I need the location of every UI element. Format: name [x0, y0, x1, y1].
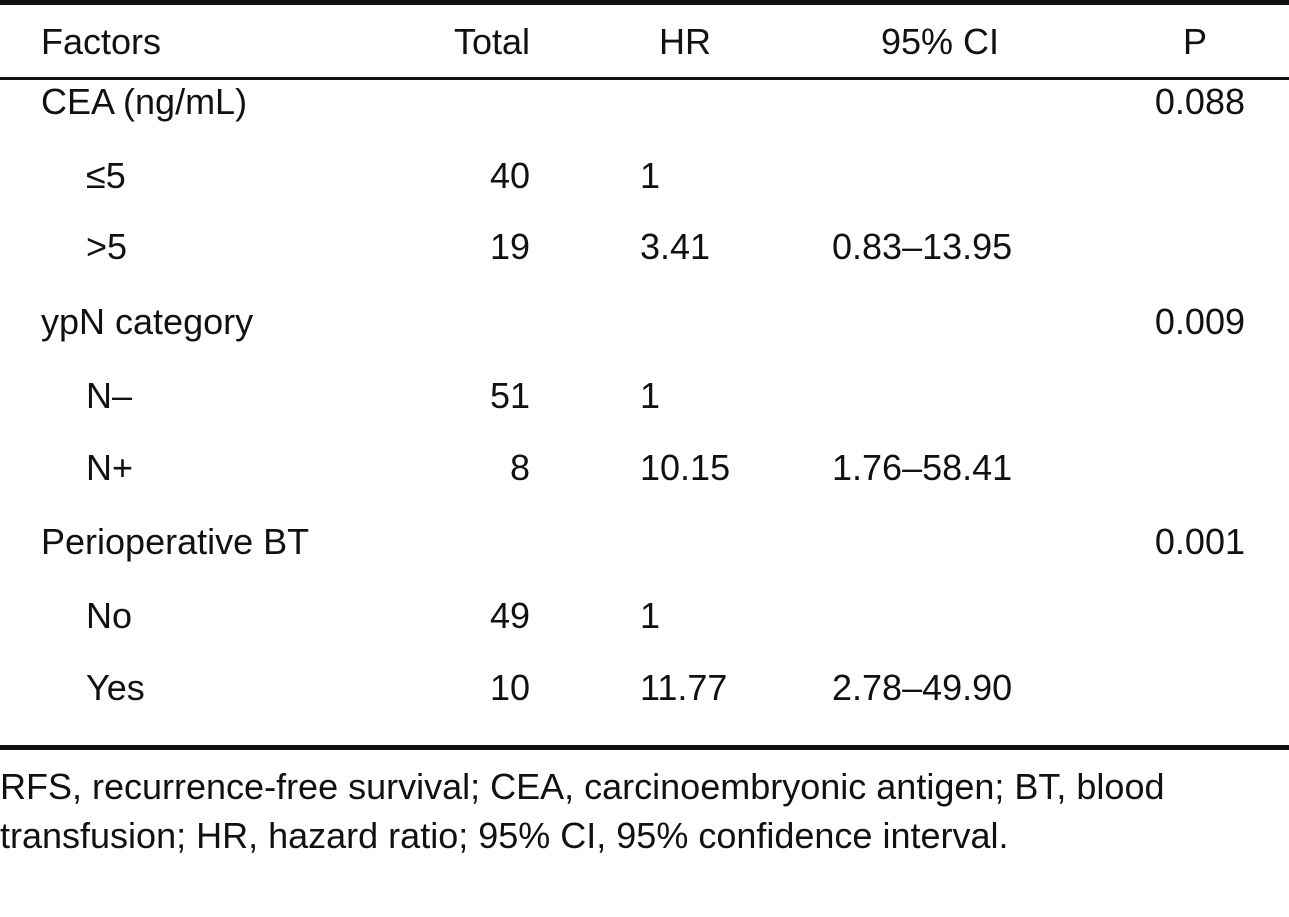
row-ci: 0.83–13.95: [832, 226, 1013, 267]
row-total: 10: [489, 667, 530, 708]
header-ci: 95% CI: [880, 21, 1000, 62]
row-factor: N–: [86, 375, 133, 416]
table-bottom-rule: [0, 745, 1289, 750]
table-row: No 49 1: [0, 579, 1289, 653]
row-hr: 1: [640, 155, 661, 196]
header-factors: Factors: [41, 21, 162, 62]
row-hr: 1: [640, 595, 661, 636]
table-row: >5 19 3.41 0.83–13.95: [0, 210, 1289, 284]
table-top-rule: [0, 0, 1289, 5]
row-total: 51: [489, 375, 530, 416]
row-total: 49: [489, 595, 530, 636]
row-factor: Yes: [86, 667, 145, 708]
table-header-row: Factors Total HR 95% CI P: [0, 5, 1289, 79]
row-factor: ≤5: [86, 155, 126, 196]
row-factor: Perioperative BT: [41, 521, 310, 562]
table-row: Yes 10 11.77 2.78–49.90: [0, 651, 1289, 725]
row-factor: ypN category: [41, 301, 254, 342]
row-hr: 1: [640, 375, 661, 416]
row-factor: No: [86, 595, 133, 636]
row-p: 0.001: [1154, 521, 1245, 562]
row-p: 0.009: [1154, 301, 1245, 342]
table-header-rule: [0, 77, 1289, 80]
table-footnote: RFS, recurrence-free survival; CEA, carc…: [0, 766, 1165, 856]
row-factor: CEA (ng/mL): [41, 81, 248, 122]
table-row-group-cea: CEA (ng/mL) 0.088: [0, 65, 1289, 139]
header-p: P: [1182, 21, 1207, 62]
row-ci: 1.76–58.41: [832, 447, 1013, 488]
row-factor: >5: [86, 226, 128, 267]
header-hr: HR: [659, 21, 711, 62]
row-ci: 2.78–49.90: [832, 667, 1013, 708]
table-row: N+ 8 10.15 1.76–58.41: [0, 431, 1289, 505]
table-row-group-bt: Perioperative BT 0.001: [0, 505, 1289, 579]
table-row: N– 51 1: [0, 359, 1289, 433]
row-hr: 11.77: [640, 667, 728, 708]
header-total: Total: [453, 21, 530, 62]
row-factor: N+: [86, 447, 134, 488]
row-total: 19: [489, 226, 530, 267]
row-total: 40: [489, 155, 530, 196]
row-hr: 3.41: [640, 226, 711, 267]
row-hr: 10.15: [640, 447, 731, 488]
row-total: 8: [509, 447, 530, 488]
table-row-group-ypn: ypN category 0.009: [0, 285, 1289, 359]
table-row: ≤5 40 1: [0, 139, 1289, 213]
row-p: 0.088: [1154, 81, 1245, 122]
